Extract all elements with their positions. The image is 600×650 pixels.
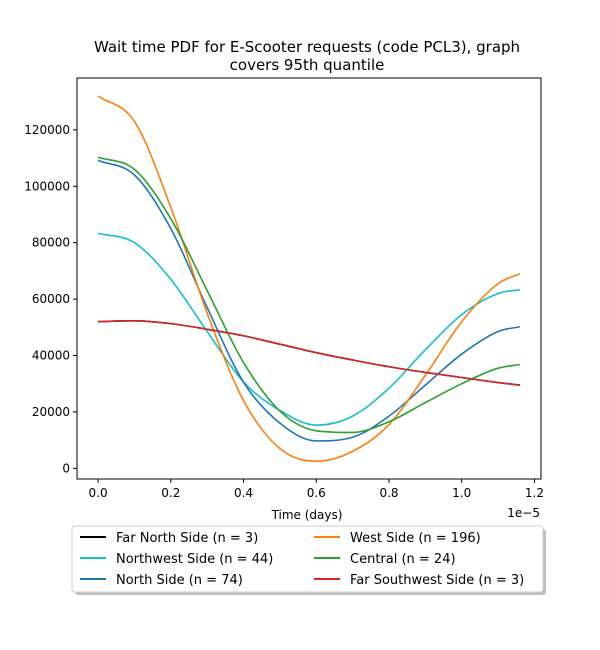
- x-tick-label: 0.2: [161, 486, 180, 500]
- y-tick-label: 60000: [32, 292, 70, 306]
- chart-title-line1: Wait time PDF for E-Scooter requests (co…: [94, 38, 520, 56]
- legend-label-4: Central (n = 24): [350, 552, 456, 567]
- series-line-2: [97, 159, 521, 442]
- chart-title-line2: covers 95th quantile: [230, 56, 385, 74]
- x-tick-label: 1.2: [525, 486, 544, 500]
- x-axis-label: Time (days): [271, 508, 343, 522]
- y-tick-label: 100000: [24, 179, 70, 193]
- x-tick-label: 0.4: [234, 486, 253, 500]
- series-line-5: [98, 319, 521, 386]
- series-line-4: [97, 156, 521, 434]
- y-axis: 0 20000 40000 60000 80000 100000 120000: [24, 123, 77, 475]
- x-axis-offset-label: 1e−5: [507, 506, 540, 520]
- y-tick-label: 120000: [24, 123, 70, 137]
- legend-label-0: Far North Side (n = 3): [116, 531, 258, 546]
- x-axis: 0.0 0.2 0.4 0.6 0.8 1.0 1.2: [89, 479, 544, 500]
- y-tick-label: 0: [62, 461, 70, 475]
- series-line-0: [98, 319, 521, 386]
- series-line-1: [97, 232, 521, 426]
- legend-label-5: Far Southwest Side (n = 3): [350, 573, 524, 588]
- legend: Far North Side (n = 3) West Side (n = 196…: [71, 525, 546, 595]
- y-tick-label: 40000: [32, 348, 70, 362]
- x-tick-label: 1.0: [452, 486, 471, 500]
- legend-label-3: West Side (n = 196): [350, 531, 481, 546]
- x-tick-label: 0.6: [307, 486, 326, 500]
- legend-box: [71, 525, 544, 593]
- y-tick-label: 80000: [32, 236, 70, 250]
- legend-label-1: Northwest Side (n = 44): [116, 552, 273, 567]
- legend-items: Far North Side (n = 3) West Side (n = 196…: [80, 531, 524, 588]
- series-line-3: [97, 95, 521, 463]
- plot-frame: [76, 77, 542, 480]
- y-tick-label: 20000: [32, 405, 70, 419]
- x-tick-label: 0.8: [379, 486, 398, 500]
- legend-label-2: North Side (n = 74): [116, 573, 243, 588]
- x-tick-label: 0.0: [89, 486, 108, 500]
- plot-lines: [97, 95, 521, 463]
